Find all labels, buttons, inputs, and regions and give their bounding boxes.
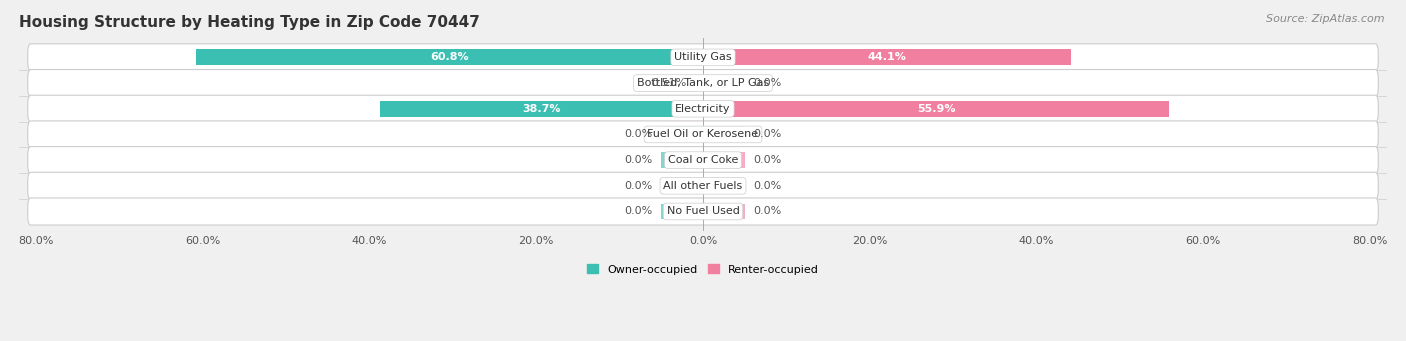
Text: 0.0%: 0.0%: [754, 130, 782, 139]
Text: 0.0%: 0.0%: [624, 155, 652, 165]
Text: 0.0%: 0.0%: [754, 78, 782, 88]
Text: Housing Structure by Heating Type in Zip Code 70447: Housing Structure by Heating Type in Zip…: [20, 15, 481, 30]
Text: 44.1%: 44.1%: [868, 53, 907, 62]
Bar: [703, 127, 745, 143]
Bar: [381, 101, 703, 117]
FancyBboxPatch shape: [28, 172, 1378, 199]
Bar: [703, 204, 745, 220]
Text: Coal or Coke: Coal or Coke: [668, 155, 738, 165]
Bar: [703, 49, 1070, 65]
FancyBboxPatch shape: [28, 147, 1378, 174]
Text: 0.0%: 0.0%: [624, 207, 652, 217]
FancyBboxPatch shape: [28, 198, 1378, 225]
Bar: [703, 178, 745, 194]
Text: Utility Gas: Utility Gas: [675, 53, 731, 62]
Text: 38.7%: 38.7%: [523, 104, 561, 114]
Text: 0.0%: 0.0%: [754, 207, 782, 217]
Bar: [195, 49, 703, 65]
FancyBboxPatch shape: [28, 44, 1378, 71]
FancyBboxPatch shape: [28, 121, 1378, 148]
Text: No Fuel Used: No Fuel Used: [666, 207, 740, 217]
Bar: [661, 127, 703, 143]
Text: 0.0%: 0.0%: [754, 155, 782, 165]
Text: 0.0%: 0.0%: [624, 181, 652, 191]
Text: 0.51%: 0.51%: [651, 78, 686, 88]
Text: 0.0%: 0.0%: [624, 130, 652, 139]
Bar: [661, 152, 703, 168]
Text: All other Fuels: All other Fuels: [664, 181, 742, 191]
Bar: [661, 204, 703, 220]
Bar: [703, 101, 1168, 117]
Text: Fuel Oil or Kerosene: Fuel Oil or Kerosene: [647, 130, 759, 139]
FancyBboxPatch shape: [28, 95, 1378, 122]
Text: 55.9%: 55.9%: [917, 104, 955, 114]
Bar: [703, 152, 745, 168]
Text: Bottled, Tank, or LP Gas: Bottled, Tank, or LP Gas: [637, 78, 769, 88]
Text: 0.0%: 0.0%: [754, 181, 782, 191]
FancyBboxPatch shape: [28, 70, 1378, 97]
Bar: [703, 75, 745, 91]
Text: 60.8%: 60.8%: [430, 53, 468, 62]
Legend: Owner-occupied, Renter-occupied: Owner-occupied, Renter-occupied: [582, 260, 824, 279]
Text: Source: ZipAtlas.com: Source: ZipAtlas.com: [1267, 14, 1385, 24]
Text: Electricity: Electricity: [675, 104, 731, 114]
Bar: [699, 75, 703, 91]
Bar: [661, 178, 703, 194]
